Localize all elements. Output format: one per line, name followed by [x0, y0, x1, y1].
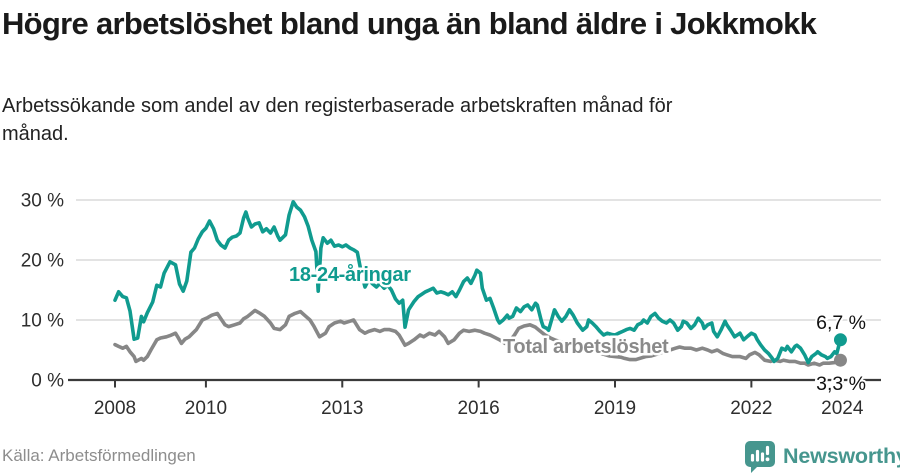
- total-end-dot: [833, 353, 847, 367]
- youth-end-value-label: 6,7 %: [816, 312, 866, 334]
- y-axis-label-30: 30 %: [21, 191, 64, 212]
- source-note: Källa: Arbetsförmedlingen: [2, 446, 196, 465]
- total-series-line: [113, 308, 843, 367]
- youth-series-label: 18-24-åringar: [289, 263, 411, 286]
- total-end-value-label: 3,3 %: [816, 373, 866, 395]
- newsworthy-speech-bubble-bar-chart-icon: [745, 441, 775, 473]
- x-axis-label-2024: 2024: [821, 398, 864, 419]
- newsworthy-logo: Newsworthy: [744, 440, 900, 473]
- x-axis-label-2010: 2010: [185, 398, 227, 419]
- x-axis-label-2022: 2022: [730, 398, 772, 419]
- y-axis-label-10: 10 %: [21, 311, 64, 332]
- x-axis-label-2013: 2013: [321, 398, 363, 419]
- x-axis-label-2008: 2008: [94, 398, 136, 419]
- x-axis-label-2016: 2016: [457, 398, 499, 419]
- page-subtitle: Arbetssökande som andel av den registerb…: [2, 95, 673, 145]
- brand-name: Newsworthy: [783, 444, 900, 468]
- page-title: Högre arbetslöshet bland unga än bland ä…: [2, 6, 817, 41]
- youth-series-line: [113, 200, 843, 365]
- y-axis-label-20: 20 %: [21, 251, 64, 272]
- x-axis-label-2019: 2019: [594, 398, 636, 419]
- total-series-label: Total arbetslöshet: [503, 336, 669, 358]
- youth-end-dot: [833, 333, 847, 347]
- y-axis-label-0: 0 %: [31, 371, 64, 392]
